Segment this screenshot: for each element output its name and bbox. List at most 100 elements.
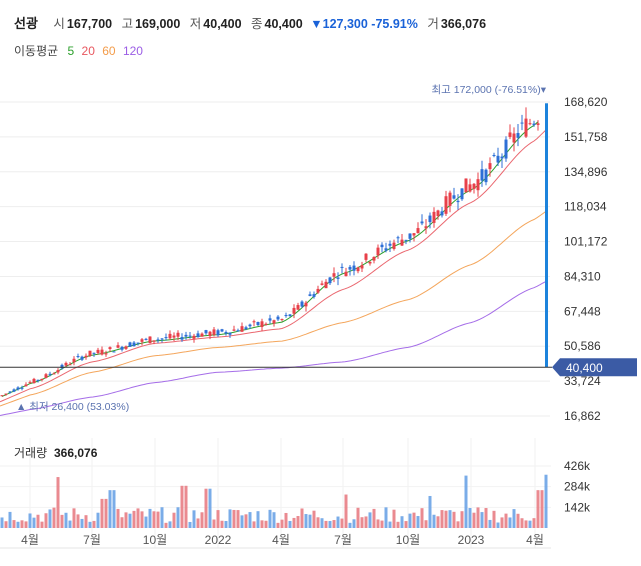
volume-bar bbox=[112, 490, 116, 528]
change-value: ▼127,300 -75.91% bbox=[310, 17, 418, 31]
volume-bar bbox=[408, 513, 412, 528]
volume-bar bbox=[16, 521, 20, 528]
volume-bar bbox=[536, 490, 540, 528]
high-label: 고 bbox=[121, 17, 134, 31]
volume-bar bbox=[172, 512, 176, 528]
volume-bar bbox=[160, 507, 164, 528]
volume-bar bbox=[284, 512, 288, 528]
volume-bar bbox=[520, 518, 524, 528]
candle-body bbox=[208, 331, 212, 337]
candle-body bbox=[276, 316, 280, 320]
volume-y-tick-label: 284k bbox=[564, 480, 591, 494]
volume-bar bbox=[116, 508, 120, 528]
x-tick-label: 2022 bbox=[205, 533, 232, 547]
volume-bar bbox=[200, 512, 204, 528]
y-tick-label: 50,586 bbox=[564, 339, 601, 353]
candle-body bbox=[292, 307, 296, 314]
candle-body bbox=[76, 356, 80, 358]
volume-value: 366,076 bbox=[440, 17, 487, 31]
volume-bar bbox=[348, 522, 352, 528]
moving-average-legend: 이동평균 5 20 60 120 bbox=[14, 42, 147, 59]
volume-bar bbox=[504, 513, 508, 528]
candle-body bbox=[56, 370, 60, 373]
volume-bar bbox=[260, 520, 264, 528]
candle-body bbox=[4, 393, 8, 395]
volume-bar bbox=[424, 520, 428, 528]
ma-5-legend[interactable]: 5 bbox=[67, 44, 75, 58]
volume-bar bbox=[360, 517, 364, 528]
volume-bar bbox=[216, 510, 220, 528]
max-price-annotation: 최고 172,000 (-76.51%)▾ bbox=[432, 84, 547, 96]
ma-120-legend[interactable]: 120 bbox=[122, 44, 143, 58]
ma-60-legend[interactable]: 60 bbox=[102, 44, 116, 58]
candle-body bbox=[164, 337, 168, 339]
volume-y-tick-label: 426k bbox=[564, 459, 591, 473]
volume-bar bbox=[276, 522, 280, 528]
volume-bar bbox=[264, 520, 268, 528]
candle-body bbox=[96, 349, 100, 354]
candle-body bbox=[84, 355, 88, 358]
ma-5-line bbox=[1, 121, 539, 397]
x-tick-label: 2023 bbox=[458, 533, 485, 547]
candle-body bbox=[528, 123, 532, 125]
candle-body bbox=[140, 339, 144, 342]
ma-20-legend[interactable]: 20 bbox=[81, 44, 95, 58]
candle-body bbox=[512, 133, 516, 143]
candle-body bbox=[508, 132, 512, 137]
volume-bar bbox=[188, 521, 192, 528]
x-tick-label: 10월 bbox=[143, 533, 167, 547]
candle-body bbox=[460, 188, 464, 200]
candle-body bbox=[368, 261, 372, 264]
volume-bar bbox=[344, 494, 348, 528]
volume-bar bbox=[248, 512, 252, 528]
volume-bar bbox=[252, 521, 256, 528]
volume-bar bbox=[280, 519, 284, 528]
volume-bar bbox=[372, 508, 376, 528]
stock-name: 선광 bbox=[14, 16, 38, 31]
candle-body bbox=[16, 387, 20, 390]
volume-bar bbox=[476, 507, 480, 528]
candle-body bbox=[196, 333, 200, 338]
candle-body bbox=[440, 211, 444, 216]
volume-bar bbox=[212, 519, 216, 528]
volume-bar bbox=[120, 517, 124, 528]
volume-panel-value: 366,076 bbox=[54, 446, 98, 460]
candle-body bbox=[224, 332, 228, 334]
volume-bar bbox=[40, 521, 44, 528]
moving-average-label: 이동평균 bbox=[14, 44, 59, 58]
candle-body bbox=[448, 192, 452, 206]
volume-bar bbox=[176, 507, 180, 528]
candle-body bbox=[288, 314, 292, 317]
candle-body bbox=[536, 123, 540, 125]
volume-bar bbox=[332, 520, 336, 528]
crash-candle bbox=[545, 103, 548, 368]
candle-body bbox=[272, 320, 276, 324]
candle-body bbox=[444, 196, 448, 214]
volume-bar bbox=[208, 488, 212, 528]
candle-body bbox=[260, 321, 264, 328]
candle-body bbox=[136, 342, 140, 344]
open-value: 167,700 bbox=[66, 17, 113, 31]
volume-bar bbox=[244, 514, 248, 528]
candle-body bbox=[88, 350, 92, 356]
volume-bar bbox=[156, 511, 160, 528]
candle-body bbox=[236, 330, 240, 332]
candle-body bbox=[372, 256, 376, 261]
candle-body bbox=[176, 332, 180, 337]
candle-body bbox=[192, 335, 196, 339]
candle-body bbox=[252, 321, 256, 323]
volume-bar bbox=[308, 514, 312, 528]
candle-body bbox=[100, 349, 104, 355]
volume-bar bbox=[184, 485, 188, 528]
x-tick-label: 4월 bbox=[272, 533, 290, 547]
candle-body bbox=[432, 211, 436, 223]
volume-bar bbox=[468, 508, 472, 528]
candle-body bbox=[320, 283, 324, 285]
y-tick-label: 168,620 bbox=[564, 95, 608, 109]
volume-bar bbox=[152, 511, 156, 528]
volume-bar bbox=[220, 520, 224, 528]
volume-bar bbox=[288, 520, 292, 528]
volume-bar bbox=[300, 508, 304, 528]
candle-body bbox=[268, 318, 272, 321]
